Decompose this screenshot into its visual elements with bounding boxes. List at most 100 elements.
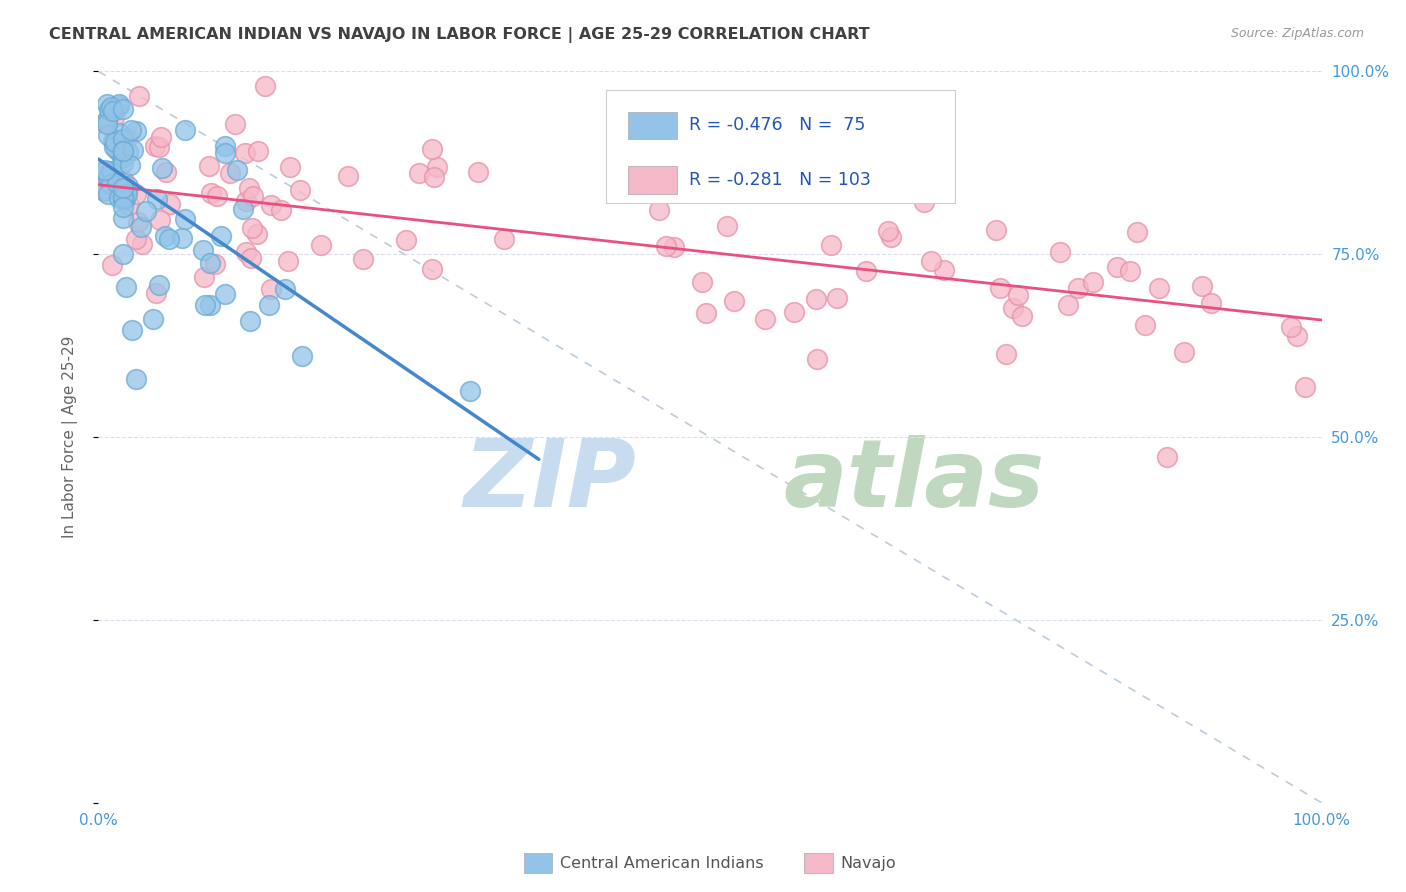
FancyBboxPatch shape: [606, 90, 955, 203]
Point: [101, 134, 124, 148]
Point: [114, 280, 136, 294]
Point: [111, 247, 134, 261]
Point: [105, 141, 128, 155]
Point: [103, 140, 125, 154]
Point: [200, 256, 222, 270]
Point: [129, 220, 152, 235]
Point: [246, 227, 269, 241]
Point: [118, 198, 141, 212]
Point: [159, 196, 181, 211]
Point: [423, 169, 446, 184]
Point: [238, 314, 260, 328]
Point: [690, 275, 713, 289]
Point: [260, 197, 283, 211]
Point: [1135, 318, 1157, 332]
Point: [806, 351, 828, 366]
Point: [242, 189, 264, 203]
Point: [150, 129, 173, 144]
Point: [101, 258, 124, 272]
Point: [97, 103, 120, 117]
Point: [114, 193, 136, 207]
Point: [145, 285, 167, 300]
Point: [111, 200, 134, 214]
Point: [232, 202, 254, 217]
Point: [1107, 260, 1129, 274]
Point: [1294, 379, 1316, 393]
Point: [420, 141, 443, 155]
Point: [120, 123, 142, 137]
Point: [238, 181, 260, 195]
Point: [115, 130, 138, 145]
Point: [111, 189, 134, 203]
Point: [422, 261, 444, 276]
Point: [253, 78, 276, 93]
Point: [93, 181, 115, 195]
Point: [110, 151, 132, 165]
Legend: Central American Indians, Navajo: Central American Indians, Navajo: [517, 847, 903, 879]
Point: [672, 167, 695, 181]
Point: [934, 263, 956, 277]
Point: [1279, 319, 1302, 334]
Point: [1173, 344, 1195, 359]
Point: [111, 144, 134, 158]
Point: [105, 176, 128, 190]
Text: R = -0.476   N =  75: R = -0.476 N = 75: [689, 117, 866, 135]
Point: [257, 298, 280, 312]
Point: [142, 312, 165, 326]
Point: [112, 183, 135, 197]
Point: [155, 229, 177, 244]
Point: [754, 312, 776, 326]
Point: [820, 238, 842, 252]
Point: [111, 156, 134, 170]
Point: [662, 239, 685, 253]
Point: [121, 323, 143, 337]
Point: [218, 166, 240, 180]
Point: [209, 228, 232, 243]
Point: [291, 349, 314, 363]
Point: [127, 215, 149, 229]
Point: [93, 184, 115, 198]
Point: [1285, 328, 1308, 343]
Point: [235, 244, 257, 259]
Point: [125, 372, 148, 386]
Point: [270, 203, 292, 218]
Point: [93, 169, 115, 184]
Point: [1001, 301, 1024, 315]
Point: [207, 189, 229, 203]
Point: [107, 99, 129, 113]
Point: [97, 186, 120, 201]
Point: [111, 150, 134, 164]
Point: [194, 298, 217, 312]
Point: [395, 233, 418, 247]
Point: [125, 187, 148, 202]
Point: [260, 282, 283, 296]
Point: [125, 124, 148, 138]
Point: [107, 126, 129, 140]
Point: [783, 305, 806, 319]
Bar: [628, 112, 678, 139]
Point: [1007, 287, 1029, 301]
Point: [96, 117, 118, 131]
Point: [825, 291, 848, 305]
Point: [148, 140, 170, 154]
Point: [117, 145, 139, 160]
Point: [111, 211, 134, 225]
Point: [1057, 298, 1080, 312]
Point: [1067, 280, 1090, 294]
Text: R = -0.281   N = 103: R = -0.281 N = 103: [689, 171, 872, 189]
Point: [198, 159, 221, 173]
Point: [723, 293, 745, 308]
Point: [1126, 225, 1149, 239]
Point: [105, 143, 128, 157]
Point: [100, 177, 122, 191]
Point: [1147, 281, 1170, 295]
Point: [121, 143, 143, 157]
Point: [117, 178, 139, 193]
Point: [1118, 264, 1140, 278]
Point: [877, 224, 900, 238]
Point: [104, 135, 127, 149]
Point: [101, 170, 124, 185]
Point: [204, 257, 226, 271]
Point: [986, 223, 1008, 237]
Point: [115, 187, 138, 202]
